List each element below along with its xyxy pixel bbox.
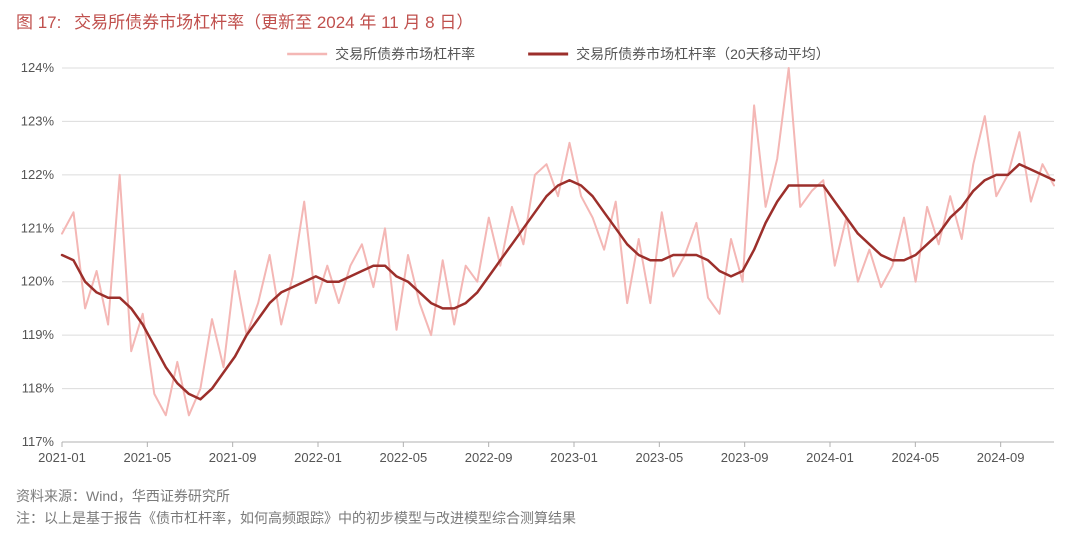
- x-tick-label: 2021-05: [123, 450, 171, 465]
- legend-label: 交易所债券市场杠杆率（20天移动平均）: [576, 46, 830, 62]
- figure-title: 图 17: 交易所债券市场杠杆率（更新至 2024 年 11 月 8 日）: [16, 8, 473, 33]
- figure-number: 图 17:: [16, 13, 61, 32]
- figure-title-text: 交易所债券市场杠杆率（更新至 2024 年 11 月 8 日）: [74, 13, 473, 32]
- y-tick-label: 124%: [21, 60, 55, 75]
- x-tick-label: 2021-09: [209, 450, 257, 465]
- y-tick-label: 120%: [21, 274, 55, 289]
- x-tick-label: 2021-01: [38, 450, 86, 465]
- method-note: 注：以上是基于报告《债市杠杆率，如何高频跟踪》中的初步模型与改进模型综合测算结果: [16, 508, 576, 528]
- y-tick-label: 121%: [21, 220, 55, 235]
- x-tick-label: 2023-05: [635, 450, 683, 465]
- chart-svg: 117% 118% 119% 120% 121% 122% 123% 124% 2021-01 2…: [6, 38, 1074, 478]
- y-tick-label: 119%: [22, 327, 55, 342]
- x-tick-label: 2023-09: [721, 450, 769, 465]
- x-tick-label: 2022-01: [294, 450, 342, 465]
- x-tick-label: 2022-09: [465, 450, 513, 465]
- x-tick-label: 2023-01: [550, 450, 598, 465]
- figure-container: 图 17: 交易所债券市场杠杆率（更新至 2024 年 11 月 8 日） 11…: [0, 0, 1080, 535]
- y-tick-label: 118%: [22, 381, 55, 396]
- x-tick-label: 2024-01: [806, 450, 854, 465]
- x-tick-label: 2024-05: [891, 450, 939, 465]
- y-tick-label: 117%: [22, 434, 55, 449]
- x-tick-label: 2022-05: [379, 450, 427, 465]
- y-tick-label: 122%: [21, 167, 55, 182]
- chart-area: 117% 118% 119% 120% 121% 122% 123% 124% 2021-01 2…: [6, 38, 1074, 478]
- y-tick-label: 123%: [21, 113, 55, 128]
- legend-label: 交易所债券市场杠杆率: [335, 46, 475, 62]
- series-raw: [62, 68, 1054, 415]
- source-note: 资料来源：Wind，华西证券研究所: [16, 486, 230, 506]
- x-tick-label: 2024-09: [977, 450, 1025, 465]
